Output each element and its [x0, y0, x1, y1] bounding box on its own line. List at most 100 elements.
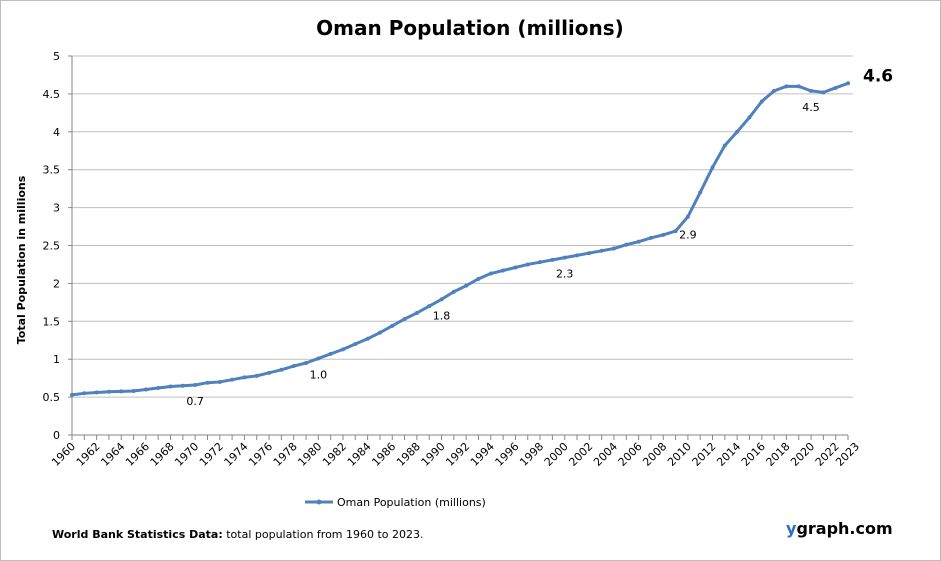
x-tick-label: 2016	[739, 440, 768, 469]
x-tick-label: 1986	[369, 440, 398, 469]
x-tick-label: 1984	[345, 440, 374, 469]
data-point	[673, 229, 678, 234]
data-point	[230, 377, 235, 382]
y-tick-label: 4.5	[43, 88, 61, 101]
data-point	[587, 251, 592, 256]
data-point	[550, 257, 555, 262]
data-point	[365, 336, 370, 341]
x-tick-label: 1962	[74, 440, 103, 469]
y-axis-label: Total Population in millions	[15, 175, 28, 344]
x-tick-label: 2018	[764, 440, 793, 469]
latest-value-label: 4.6	[863, 66, 893, 86]
x-tick-label: 1992	[443, 440, 472, 469]
data-point	[710, 165, 715, 170]
x-tick-label: 2014	[714, 440, 743, 469]
data-label: 2.3	[556, 268, 574, 281]
x-tick-label: 1974	[222, 440, 251, 469]
brand-rest: graph.com	[796, 519, 893, 538]
y-tick-label: 1.5	[43, 315, 61, 328]
x-tick-label: 1998	[517, 440, 546, 469]
data-label: 0.7	[186, 395, 204, 408]
data-point	[759, 99, 764, 104]
data-point	[267, 370, 272, 375]
data-point	[402, 317, 407, 322]
data-point	[414, 310, 419, 315]
data-point	[488, 271, 493, 276]
data-point	[796, 84, 801, 89]
y-tick-label: 3	[53, 202, 60, 215]
data-point	[722, 143, 727, 148]
x-tick-label: 1966	[123, 440, 152, 469]
data-point	[747, 115, 752, 120]
x-tick-label: 1988	[394, 440, 423, 469]
y-tick-label: 0.5	[43, 391, 61, 404]
source-text: total population from 1960 to 2023.	[222, 528, 424, 541]
x-tick-label: 2020	[788, 440, 817, 469]
y-tick-label: 4	[53, 126, 60, 139]
x-tick-label: 1972	[197, 440, 226, 469]
data-point	[377, 330, 382, 335]
x-tick-label: 1978	[271, 440, 300, 469]
x-tick-label: 2023	[833, 440, 862, 469]
y-tick-label: 0	[53, 429, 60, 442]
x-tick-label: 2006	[616, 440, 645, 469]
data-point	[205, 380, 210, 385]
legend-marker	[316, 499, 322, 505]
source-label: World Bank Statistics Data:	[52, 528, 223, 541]
data-point	[648, 235, 653, 240]
data-point	[328, 351, 333, 356]
y-tick-label: 3.5	[43, 164, 61, 177]
data-point	[784, 84, 789, 89]
x-tick-label: 2008	[640, 440, 669, 469]
data-point	[217, 379, 222, 384]
data-label: 1.0	[310, 368, 328, 381]
data-point	[685, 214, 690, 219]
data-point	[353, 342, 358, 347]
data-point	[119, 389, 124, 394]
data-point	[464, 283, 469, 288]
data-point	[846, 81, 850, 86]
x-tick-label: 1976	[246, 440, 275, 469]
data-point	[772, 88, 777, 93]
data-point	[821, 90, 826, 95]
brand-logo: ygraph.com	[786, 519, 893, 538]
x-tick-label: 1994	[468, 440, 497, 469]
data-point	[575, 253, 580, 258]
y-tick-label: 2.5	[43, 240, 61, 253]
data-point	[833, 85, 838, 90]
x-tick-label: 1980	[295, 440, 324, 469]
data-point	[513, 265, 518, 270]
x-tick-label: 2000	[542, 440, 571, 469]
x-tick-label: 1960	[49, 440, 78, 469]
chart-title: Oman Population (millions)	[316, 16, 624, 40]
x-tick-label: 2010	[665, 440, 694, 469]
data-point	[562, 255, 567, 260]
source-footer: World Bank Statistics Data: total popula…	[52, 528, 424, 541]
x-tick-label: 2012	[690, 440, 719, 469]
legend-label: Oman Population (millions)	[337, 496, 486, 509]
data-label: 2.9	[679, 229, 697, 242]
data-point	[143, 387, 148, 392]
data-point	[168, 384, 173, 389]
data-point	[735, 129, 740, 134]
data-point	[291, 364, 296, 369]
data-point	[180, 383, 185, 388]
data-point	[525, 262, 530, 267]
data-point	[340, 347, 345, 352]
data-point	[304, 360, 309, 365]
x-tick-label: 1970	[172, 440, 201, 469]
data-point	[390, 323, 395, 328]
x-tick-label: 1964	[98, 440, 127, 469]
data-point	[82, 391, 87, 396]
data-point	[809, 88, 814, 93]
data-point	[279, 367, 284, 372]
data-point	[439, 297, 444, 302]
data-point	[427, 304, 432, 309]
data-point	[599, 248, 604, 253]
data-point	[242, 375, 247, 380]
data-point	[316, 356, 321, 361]
data-point	[156, 386, 161, 391]
data-point	[94, 390, 99, 395]
data-point	[501, 268, 506, 273]
